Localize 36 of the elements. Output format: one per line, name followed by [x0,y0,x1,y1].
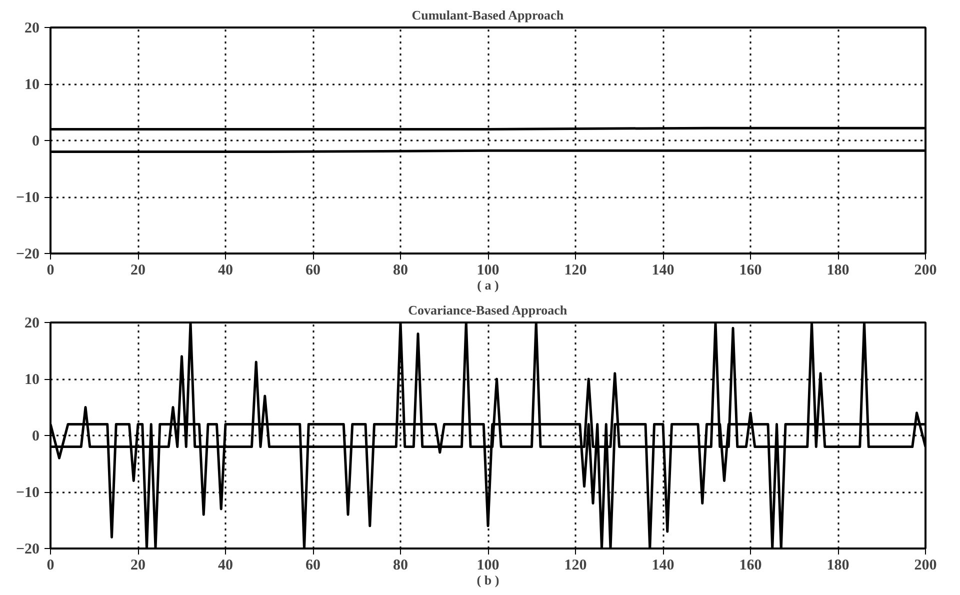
y-tick-label: −20 [16,542,40,558]
x-tick-label: 120 [564,558,587,574]
x-tick-label: 40 [218,558,233,574]
x-tick-label: 60 [306,262,320,278]
x-tick-label: 180 [826,558,850,574]
x-tick-label: 80 [393,558,408,574]
x-tick-label: 80 [393,262,408,278]
chart-title: Covariance-Based Approach [408,302,568,318]
y-tick-label: −10 [16,190,40,206]
chart-title: Cumulant-Based Approach [412,8,564,22]
x-tick-label: 0 [46,558,54,574]
y-tick-label: 10 [24,372,40,388]
x-tick-label: 20 [130,558,146,574]
x-tick-label: 180 [826,262,850,278]
x-tick-label: 60 [306,558,320,574]
y-tick-label: −10 [16,485,40,501]
y-tick-label: 0 [32,134,40,150]
x-tick-label: 160 [739,262,762,278]
y-tick-label: 20 [24,316,40,332]
x-tick-label: 20 [130,262,146,278]
x-tick-label: 160 [739,558,762,574]
x-tick-label: 100 [476,558,500,574]
x-tick-label: 140 [652,558,674,574]
x-tick-label: 0 [46,262,54,278]
y-tick-label: 10 [24,77,40,93]
x-axis-title: ( a ) [477,278,499,292]
x-tick-label: 200 [914,262,937,278]
x-tick-label: 40 [218,262,233,278]
x-tick-label: 140 [652,262,674,278]
x-axis-title: ( b ) [476,572,500,588]
y-tick-label: 20 [24,20,40,36]
y-tick-label: 0 [32,428,40,444]
x-tick-label: 120 [564,262,587,278]
y-tick-label: −20 [16,246,40,262]
x-tick-label: 100 [476,262,500,278]
x-tick-label: 200 [914,558,937,574]
